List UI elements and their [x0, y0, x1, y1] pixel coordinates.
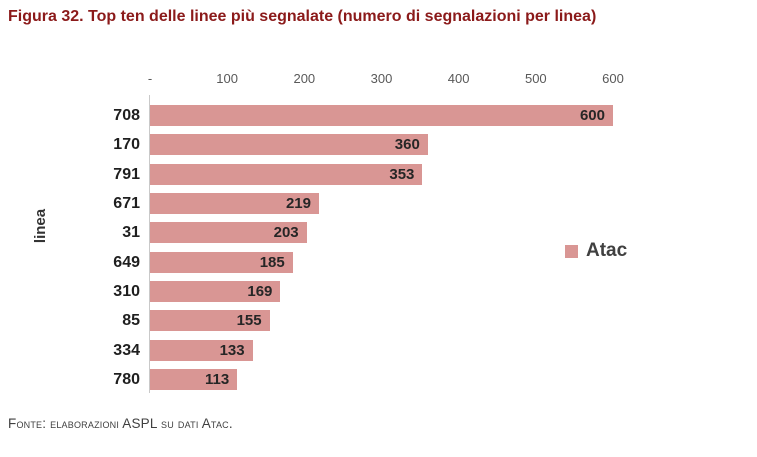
x-tick-label: - — [147, 71, 153, 86]
bar: 360 — [150, 134, 428, 156]
bar: 219 — [150, 192, 319, 214]
category-label: 780 — [113, 370, 140, 388]
bar: 155 — [150, 310, 270, 332]
category-label: 791 — [113, 165, 140, 183]
bar: 185 — [150, 251, 293, 273]
category-label: 170 — [113, 136, 140, 154]
category-label: 708 — [113, 107, 140, 124]
category-label: 85 — [122, 312, 140, 330]
y-axis-line — [149, 95, 150, 393]
bar: 113 — [150, 368, 238, 390]
source-footer: Fonte: elaborazioni ASPL su dati Atac. — [8, 416, 233, 431]
bar-value-label: 600 — [579, 107, 605, 124]
bar-value-label: 113 — [204, 370, 230, 388]
bar: 353 — [150, 163, 423, 185]
bar-value-label: 169 — [247, 282, 273, 300]
legend-color-swatch-icon — [565, 244, 578, 258]
legend-series-label: Atac — [586, 240, 628, 261]
figure-title: Figura 32. Top ten delle linee più segna… — [8, 8, 597, 25]
bar-value-label: 203 — [273, 224, 299, 242]
bar: 600 — [150, 105, 613, 126]
x-tick-label: 600 — [602, 71, 624, 86]
bar-value-label: 353 — [389, 165, 415, 183]
category-label: 310 — [113, 282, 140, 300]
x-tick-label: 100 — [216, 71, 238, 86]
bar-value-label: 185 — [259, 253, 285, 271]
category-label: 31 — [122, 224, 140, 242]
bar-value-label: 133 — [219, 341, 245, 359]
bar: 203 — [150, 222, 307, 244]
category-label: 671 — [113, 194, 140, 212]
x-tick-label: 500 — [524, 71, 547, 86]
bar-value-label: 360 — [394, 136, 420, 154]
legend: Atac — [565, 240, 627, 262]
bar: 133 — [150, 339, 253, 361]
category-label: 649 — [113, 253, 140, 271]
bar-value-label: 155 — [236, 312, 262, 330]
x-tick-label: 200 — [293, 71, 316, 86]
category-label: 334 — [113, 341, 140, 359]
bar-value-label: 219 — [285, 194, 311, 212]
bar: 169 — [150, 280, 281, 302]
x-tick-label: 300 — [370, 71, 393, 86]
x-tick-label: 400 — [447, 71, 470, 86]
